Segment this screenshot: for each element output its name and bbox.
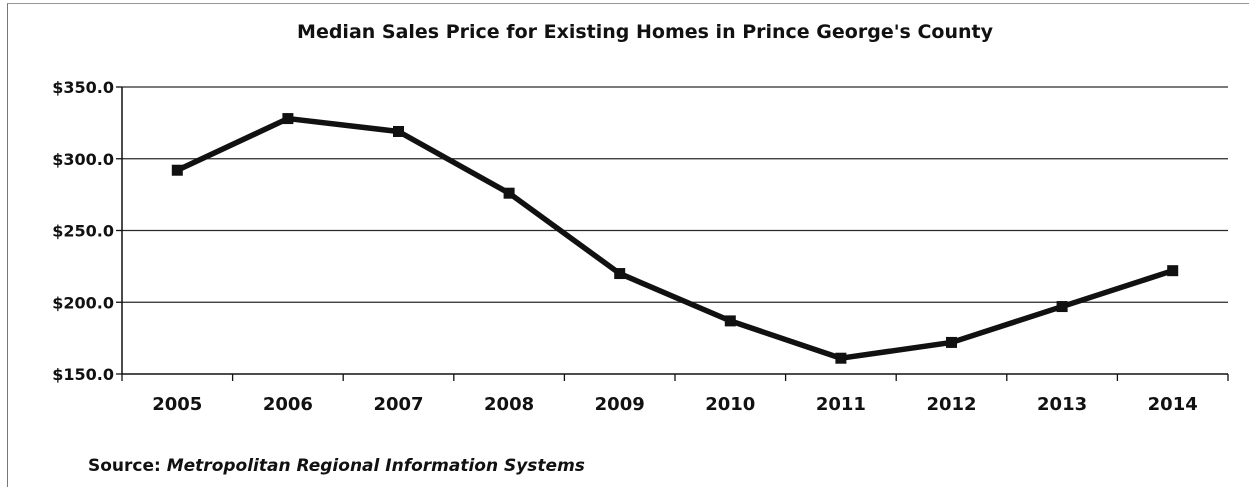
- x-tick-label: 2013: [1037, 394, 1087, 415]
- data-point-2013: [1056, 301, 1068, 313]
- x-tick-label: 2010: [705, 394, 755, 415]
- gridlines: [122, 86, 1228, 303]
- data-point-2007: [393, 125, 404, 137]
- data-point-2006: [282, 113, 294, 125]
- x-tick-label: 2009: [595, 394, 645, 415]
- y-tick-label: $200.0: [52, 293, 114, 312]
- x-tick-label: 2011: [816, 394, 866, 415]
- x-axis-tick-labels: 2005 2006 2007 2008 2009 2010 2011 2012 2013 2014: [152, 394, 1198, 415]
- x-tick-label: 2007: [373, 394, 423, 415]
- data-point-2011: [835, 352, 847, 364]
- data-point-2010: [724, 315, 736, 327]
- data-point-2005: [171, 164, 183, 176]
- x-tick-label: 2005: [152, 394, 202, 415]
- x-tick-label: 2014: [1148, 394, 1198, 415]
- y-tick-label: $150.0: [52, 365, 114, 384]
- axes: [116, 86, 1229, 381]
- source-prefix: Source:: [88, 456, 167, 476]
- x-tick-label: 2006: [263, 394, 313, 415]
- x-tick-label: 2012: [926, 394, 976, 415]
- chart-frame: [7, 3, 1249, 487]
- y-axis-tick-labels: $350.0 $300.0 $250.0 $200.0 $150.0: [52, 78, 114, 384]
- chart-title: Median Sales Price for Existing Homes in…: [297, 21, 994, 43]
- data-point-2008: [503, 187, 515, 199]
- data-point-2012: [946, 336, 957, 348]
- line-chart: Median Sales Price for Existing Homes in…: [52, 21, 1229, 415]
- source-name: Metropolitan Regional Information System…: [166, 456, 585, 476]
- y-tick-label: $350.0: [52, 78, 114, 97]
- y-tick-label: $250.0: [52, 222, 114, 241]
- series-line: [174, 115, 1176, 361]
- source-note: Source: Metropolitan Regional Informatio…: [88, 456, 585, 476]
- x-tick-label: 2008: [484, 394, 534, 415]
- data-point-2009: [614, 268, 626, 280]
- y-tick-label: $300.0: [52, 150, 114, 169]
- data-point-2014: [1167, 265, 1179, 277]
- series-median-price: [171, 113, 1179, 364]
